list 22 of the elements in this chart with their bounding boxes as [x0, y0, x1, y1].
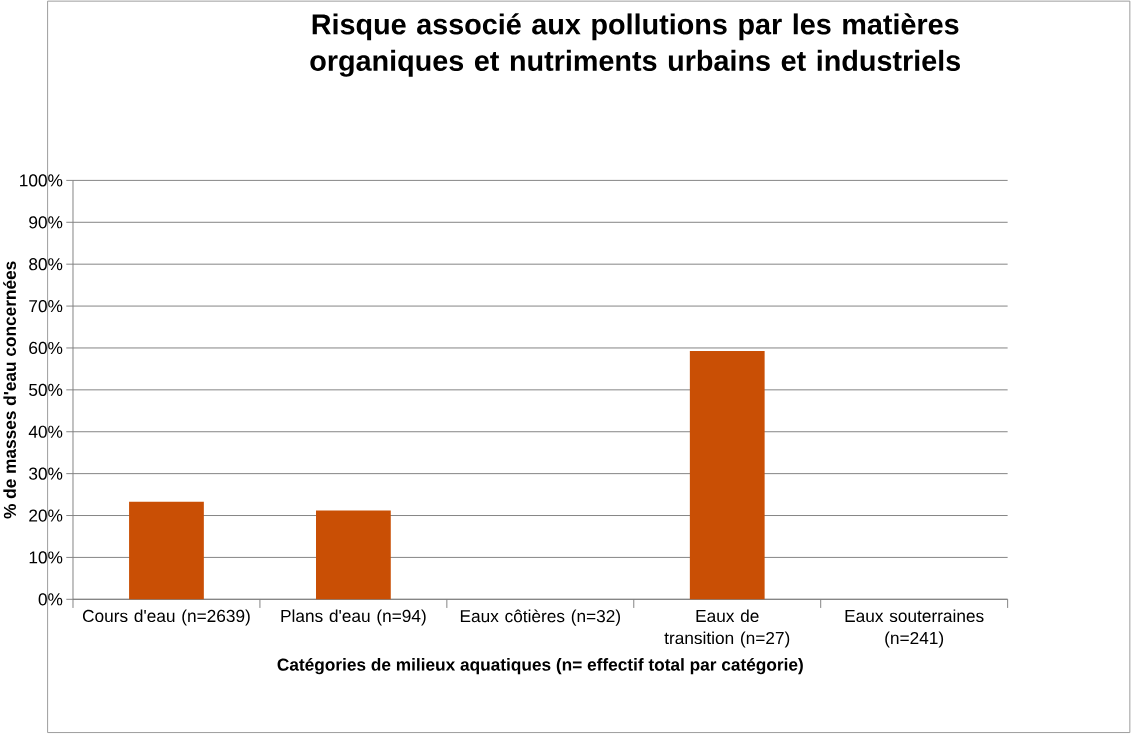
- x-tick-label: Cours d'eau (n=2639): [82, 609, 250, 626]
- x-tick-label: Eaux souterraines (n=241): [845, 609, 984, 648]
- bar: [129, 501, 204, 600]
- y-tick-label: 0%: [38, 593, 63, 606]
- y-tick-label: 20%: [29, 509, 63, 522]
- bar: [689, 351, 765, 600]
- y-tick-label: 30%: [29, 467, 63, 480]
- y-tick-label: 60%: [29, 341, 63, 355]
- y-tick-label: 10%: [29, 551, 63, 564]
- y-tick-label: 80%: [29, 258, 63, 271]
- y-tick-label: 40%: [28, 425, 63, 438]
- x-tick-label: Eaux de transition (n=27): [664, 609, 790, 648]
- y-tick-label: 50%: [29, 383, 63, 397]
- x-tick-label: Eaux côtières (n=32): [460, 609, 621, 626]
- chart-title: Risque associé aux pollutions par les matières organiques et nutriments urbains et industriels: [310, 13, 960, 77]
- y-tick-label: 90%: [29, 216, 63, 229]
- bar: [316, 510, 391, 600]
- y-tick-label: 100%: [20, 174, 63, 187]
- y-axis-title: % de masses d'eau concernées: [3, 261, 17, 519]
- x-tick-label: Plans d'eau (n=94): [281, 609, 426, 626]
- x-axis-title: Catégories de milieux aquatiques (n= effectif total par catégorie): [277, 658, 803, 675]
- y-tick-label: 70%: [29, 300, 63, 313]
